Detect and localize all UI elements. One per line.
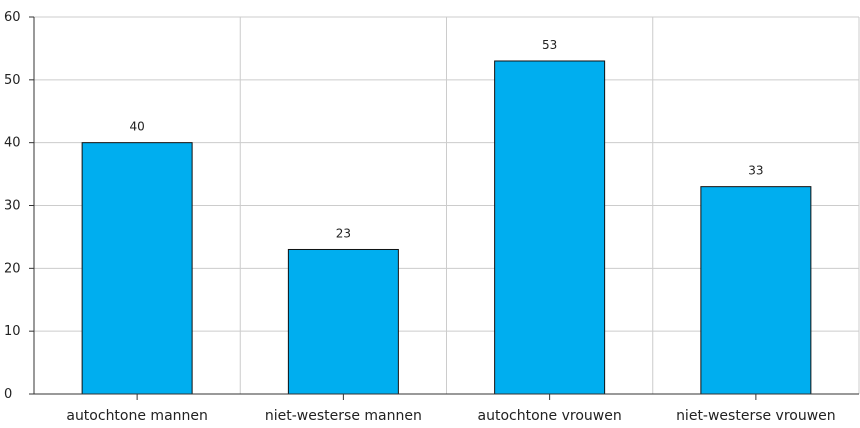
y-tick-label: 40 [4, 136, 21, 151]
labels: 0 10 20 30 40 50 60 40 autochtone mannen 23 niet-w… [4, 10, 836, 424]
value-label: 23 [336, 226, 351, 240]
y-tick-label: 0 [4, 387, 12, 402]
axes [29, 16, 859, 400]
y-tick-label: 10 [4, 324, 21, 339]
bar [287, 248, 399, 395]
x-tick-label: autochtone vrouwen [478, 408, 622, 424]
x-tick-label: niet-westerse vrouwen [676, 408, 836, 424]
bar [700, 186, 812, 395]
y-tick-label: 30 [4, 199, 21, 214]
value-label: 53 [542, 38, 557, 52]
bar [81, 142, 193, 395]
y-tick-label: 50 [4, 73, 21, 88]
y-tick-label: 60 [4, 10, 21, 25]
bar [494, 60, 606, 395]
value-label: 33 [748, 164, 763, 178]
x-tick-label: niet-westerse mannen [265, 408, 422, 424]
y-tick-label: 20 [4, 261, 21, 276]
value-label: 40 [129, 120, 144, 134]
x-tick-label: autochtone mannen [66, 408, 208, 424]
